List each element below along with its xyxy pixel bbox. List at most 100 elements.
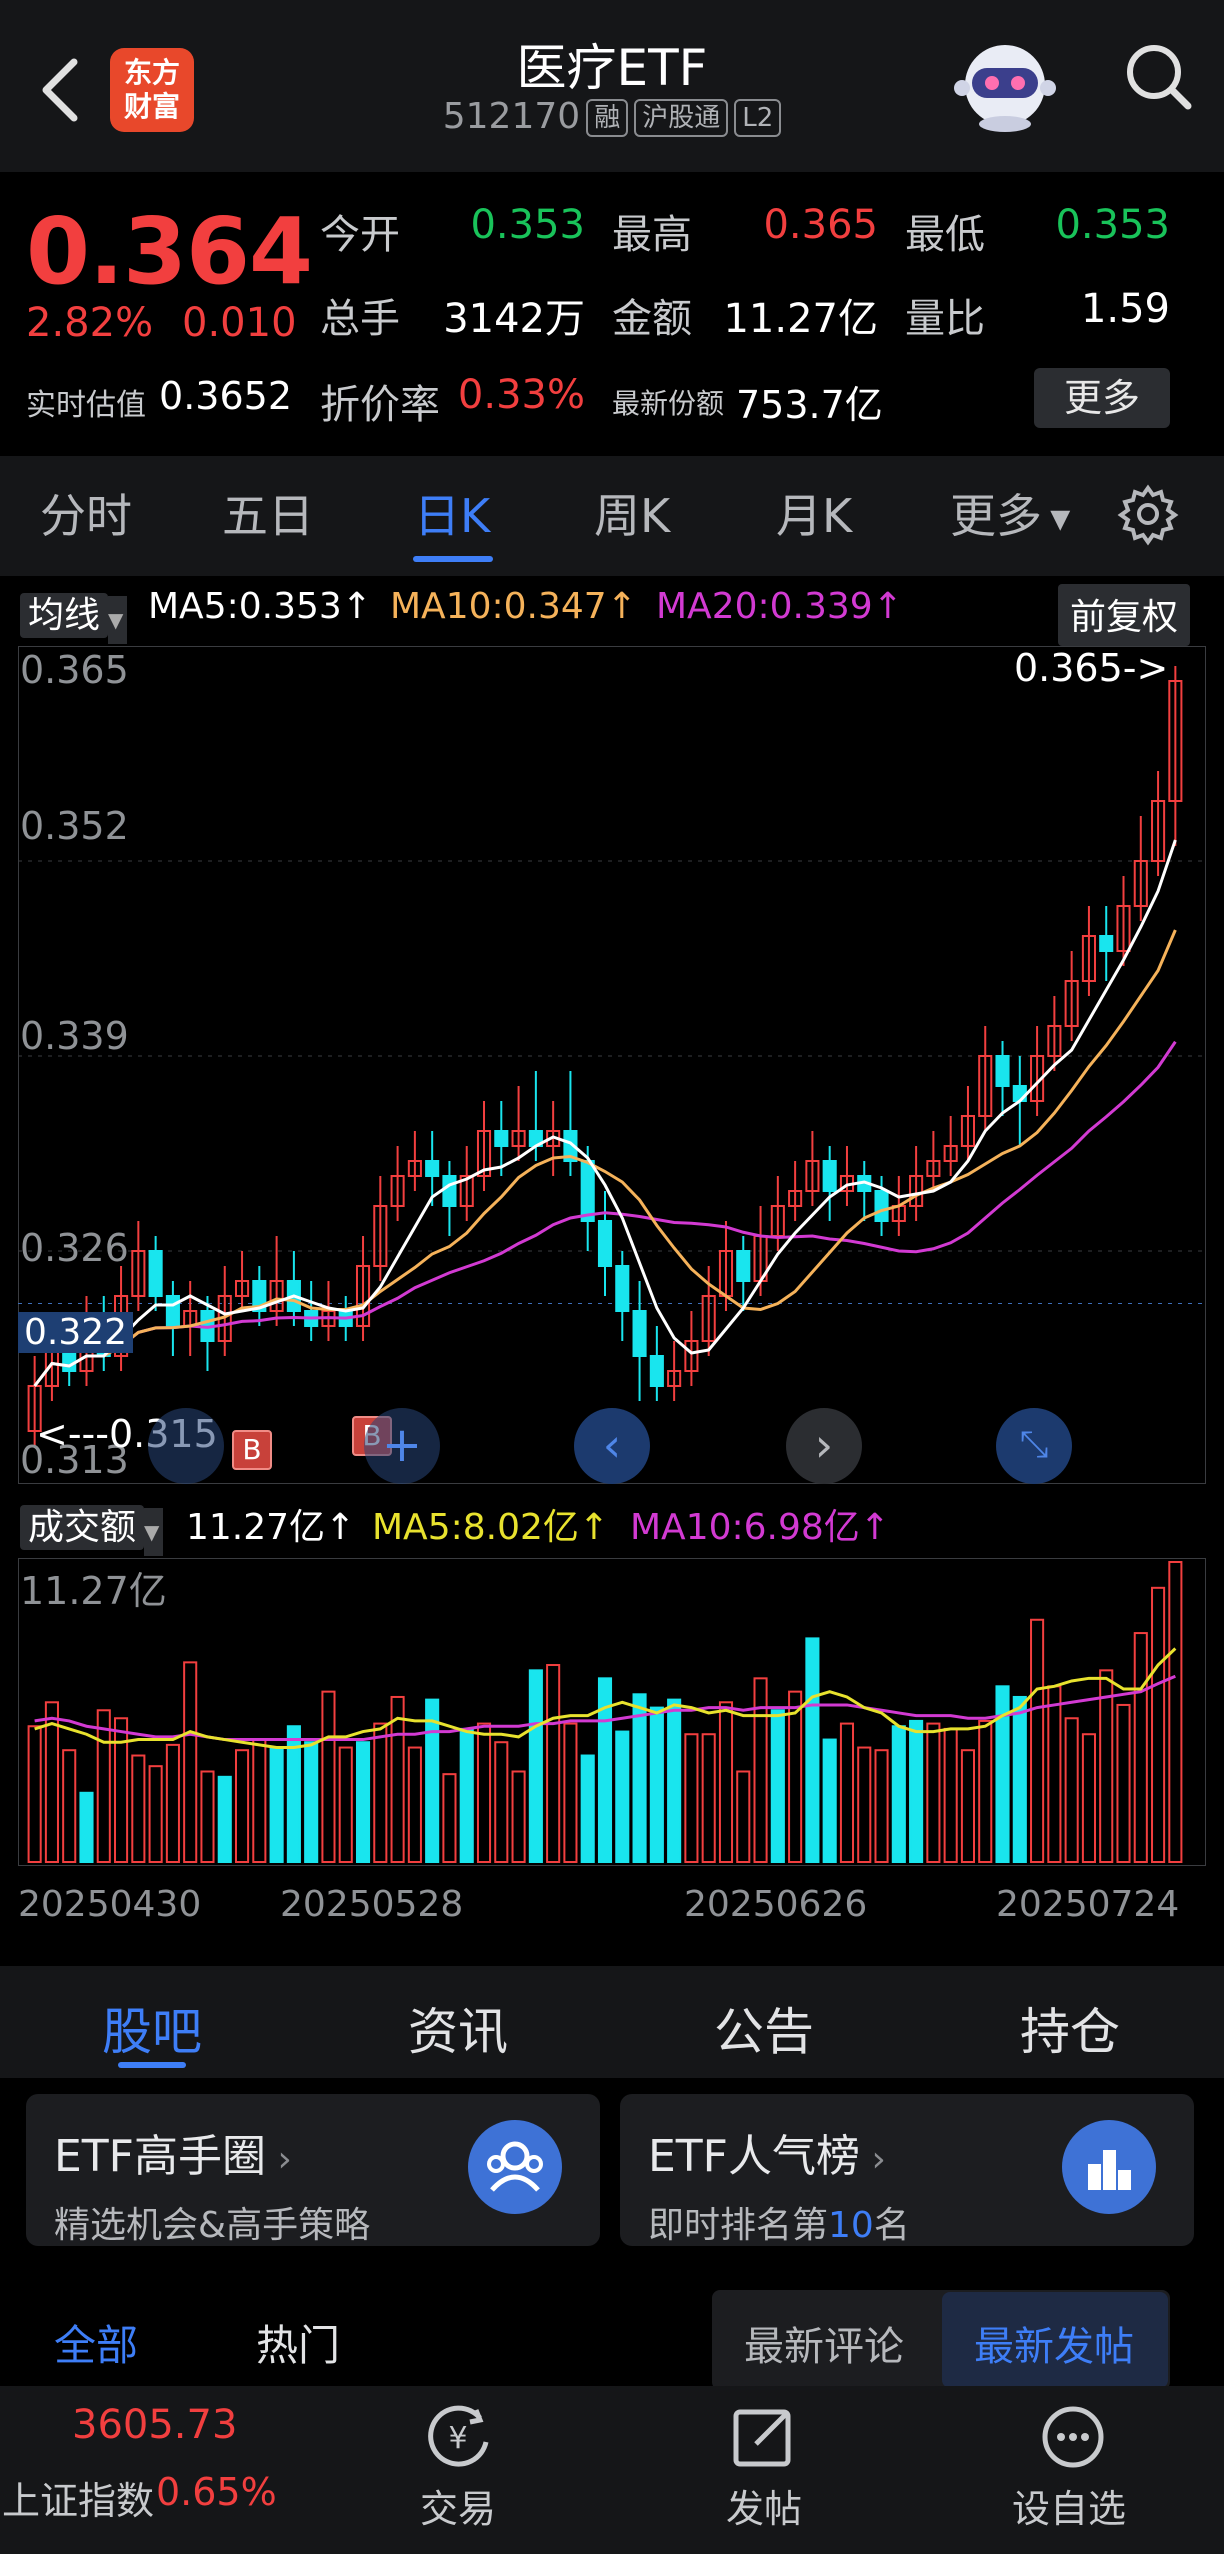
volume-axis-max: 11.27亿 [20, 1569, 167, 1613]
volume-bar [753, 1677, 768, 1863]
candle-body [960, 1115, 976, 1147]
candle-body [476, 1130, 492, 1177]
volume-bar [857, 1746, 872, 1863]
volume-bar [995, 1685, 1010, 1863]
quote-panel [0, 172, 1224, 450]
volume-bar [788, 1690, 803, 1863]
margin-tag: 融 [586, 99, 629, 137]
logo-line2: 财富 [123, 90, 180, 123]
date-label-1: 20250430 [18, 1884, 202, 1925]
current-price-tag: 0.322 [18, 1312, 134, 1353]
rank-post: 名 [873, 2205, 910, 2246]
candle-body [1047, 1025, 1062, 1057]
collapse-chart-icon[interactable]: ⤡ [996, 1408, 1072, 1484]
volume-chart[interactable] [18, 1558, 1206, 1866]
candle-body [874, 1190, 889, 1222]
ma-chip-label: 均线 [20, 593, 109, 638]
volume-bar [252, 1738, 267, 1864]
candle-body [355, 1265, 371, 1327]
volume-bar [442, 1773, 457, 1864]
search-icon[interactable] [1120, 38, 1196, 114]
volume-bar [27, 1725, 42, 1863]
volume-bar [597, 1677, 613, 1863]
change-percent: 2.82% [26, 300, 154, 346]
volume-bar [494, 1741, 509, 1863]
volume-bar [338, 1746, 353, 1863]
tab-holdings[interactable]: 持仓 [1020, 2003, 1120, 2061]
volume-bar [1064, 1717, 1079, 1863]
etf-experts-title: ETF高手圈 › [54, 2120, 292, 2184]
filter-hot[interactable]: 热门 [256, 2321, 341, 2370]
adjust-mode-button[interactable]: 前复权 [1058, 584, 1191, 646]
tab-intraday[interactable]: 分时 [40, 489, 132, 543]
bottom-navigation [0, 2386, 1224, 2554]
date-label-2: 20250528 [280, 1884, 464, 1925]
trade-yen-icon[interactable]: ¥ [418, 2402, 498, 2472]
tab-five-day[interactable]: 五日 [222, 489, 314, 543]
robot-assistant-icon[interactable] [950, 30, 1060, 140]
volume-bar [1012, 1695, 1027, 1863]
post-label[interactable]: 发帖 [726, 2487, 803, 2531]
candle-body [1081, 935, 1096, 982]
logo-line1: 东方 [123, 56, 180, 89]
dropdown-triangle-icon: ▼ [1042, 504, 1071, 535]
volume-indicator-selector[interactable]: 成交额 ▼ [20, 1498, 164, 1556]
ma10-text: MA10:0.347 [390, 586, 607, 627]
candle-body [373, 1205, 388, 1267]
tab-weekly-k[interactable]: 周K [594, 489, 671, 543]
back-arrow-icon[interactable] [30, 50, 90, 130]
tab-guba[interactable]: 股吧 [102, 2003, 202, 2061]
volume-bar [165, 1743, 180, 1864]
tab-monthly-k[interactable]: 月K [776, 489, 853, 543]
zoom-out-button[interactable] [148, 1408, 224, 1484]
volume-bar [563, 1722, 578, 1863]
volume-bar [269, 1746, 284, 1863]
ma20-value: MA20:0.339↑ [656, 586, 903, 627]
open-value: 0.353 [470, 202, 585, 248]
index-value[interactable]: 3605.73 [72, 2402, 238, 2448]
tab-more-label: 更多 [950, 489, 1042, 543]
volume-bar [1099, 1669, 1114, 1863]
index-change: 0.65% [156, 2470, 277, 2514]
index-name[interactable]: 上证指数 [2, 2479, 155, 2523]
candle-body [1133, 860, 1148, 907]
sort-latest-comment[interactable]: 最新评论 [744, 2324, 904, 2370]
more-quote-button[interactable]: 更多 [1034, 368, 1170, 428]
candle-body [822, 1160, 837, 1192]
volume-bar [1133, 1632, 1148, 1863]
compose-post-icon[interactable] [728, 2402, 798, 2472]
low-label: 最低 [905, 212, 985, 258]
watchlist-label[interactable]: 设自选 [1012, 2487, 1127, 2531]
volume-chip-label: 成交额 [20, 1505, 145, 1550]
filter-all[interactable]: 全部 [54, 2321, 139, 2370]
tab-news[interactable]: 资讯 [408, 2003, 508, 2061]
tab-announcements[interactable]: 公告 [714, 2003, 814, 2061]
scroll-left-icon[interactable]: ‹ [574, 1408, 650, 1484]
zoom-in-plus-icon[interactable]: + [364, 1408, 440, 1484]
ma10-line [33, 929, 1177, 1387]
trade-label[interactable]: 交易 [420, 2487, 497, 2531]
buy-marker-1[interactable]: B [232, 1430, 272, 1470]
candle-body [978, 1055, 993, 1117]
price-axis-2: 0.352 [20, 804, 129, 848]
candle-body [390, 1175, 405, 1207]
kline-chart[interactable] [18, 646, 1206, 1484]
ma-selector[interactable]: 均线 ▼ [20, 586, 128, 644]
scroll-right-icon[interactable]: › [786, 1408, 862, 1484]
price-axis-top: 0.365 [20, 648, 129, 692]
tab-daily-k[interactable]: 日K [414, 489, 491, 543]
tab-more-periods[interactable]: 更多 ▼ [950, 480, 1070, 546]
volume-bar [131, 1754, 146, 1863]
volume-bar [114, 1717, 129, 1863]
volume-bar [649, 1706, 664, 1863]
gear-icon[interactable] [1116, 482, 1180, 546]
candle-body [252, 1280, 267, 1312]
volume-ma10-text: MA10:6.98亿 [630, 1507, 860, 1548]
volume-bar [805, 1637, 820, 1863]
iopv-label: 实时估值 [26, 388, 146, 423]
sort-latest-post[interactable]: 最新发帖 [974, 2324, 1134, 2370]
volume-bar [960, 1749, 976, 1863]
page-title: 医疗ETF [516, 39, 708, 97]
add-watchlist-icon[interactable] [1038, 2402, 1108, 2472]
volume-bar [718, 1701, 734, 1863]
